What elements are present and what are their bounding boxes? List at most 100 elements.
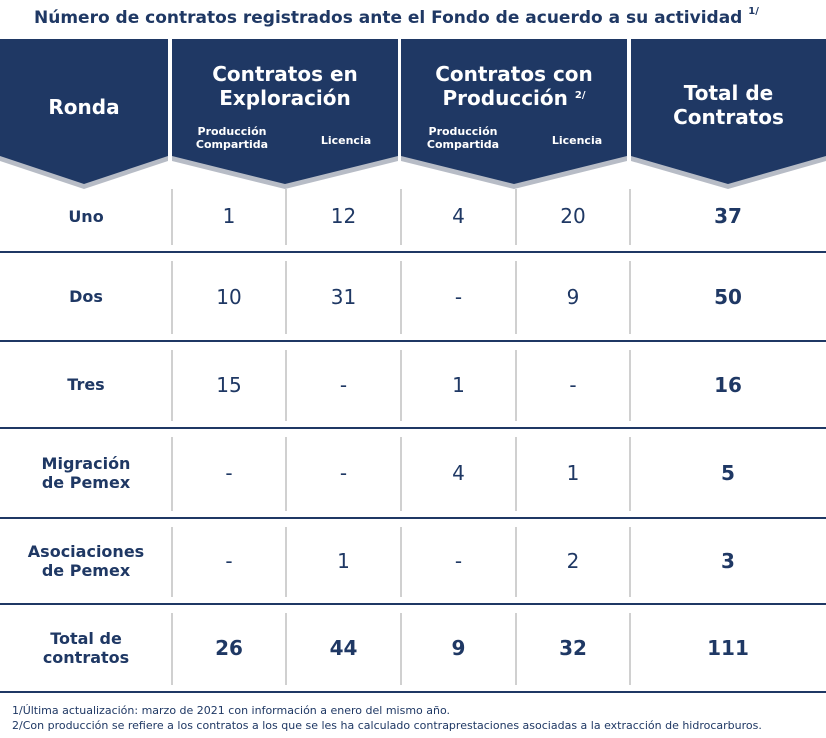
cell-exp-produccion-compartida-value: - xyxy=(225,549,233,573)
cell-prod-produccion-compartida: - xyxy=(401,252,516,341)
column-divider xyxy=(400,437,402,511)
cell-exp-licencia: - xyxy=(286,341,401,428)
cell-prod-licencia-value: - xyxy=(569,372,577,397)
row-label-line1: Dos xyxy=(69,287,103,306)
cell-exp-produccion-compartida: - xyxy=(172,518,286,604)
column-divider xyxy=(171,437,173,511)
header-produccion-shape xyxy=(401,39,627,189)
subheader-prod-pc-line1: Producción xyxy=(428,125,498,138)
cell-exp-produccion-compartida: - xyxy=(172,428,286,518)
cell-total-value: 37 xyxy=(714,204,742,228)
cell-prod-licencia: 9 xyxy=(516,252,630,341)
column-divider xyxy=(285,613,287,685)
header-total-shape xyxy=(631,39,826,189)
row-label: Uno xyxy=(0,180,172,252)
cell-total: 5 xyxy=(630,428,826,518)
row-label-line1: Migración xyxy=(41,454,131,473)
cell-exp-produccion-compartida: 10 xyxy=(172,252,286,341)
cell-exp-licencia: - xyxy=(286,428,401,518)
subheader-exp-licencia: Licencia xyxy=(320,134,372,147)
row-separator xyxy=(0,603,826,605)
column-divider xyxy=(400,261,402,334)
cell-prod-licencia-value: 32 xyxy=(559,636,587,660)
cell-total: 37 xyxy=(630,180,826,252)
header-produccion: Contratos con Producción 2/ Producción C… xyxy=(401,39,627,189)
header-produccion-footnote-ref: 2/ xyxy=(574,90,586,101)
column-divider xyxy=(629,350,631,421)
column-divider xyxy=(285,350,287,421)
column-divider xyxy=(171,189,173,245)
cell-prod-produccion-compartida-value: 9 xyxy=(451,636,466,660)
cell-prod-licencia-value: 20 xyxy=(560,204,586,228)
column-divider xyxy=(285,189,287,245)
footnote-2: 2/Con producción se refiere a los contra… xyxy=(12,719,762,732)
cell-total-value: 111 xyxy=(707,636,749,660)
subheader-exp-produccion-compartida: Producción Compartida xyxy=(172,125,292,151)
cell-total: 50 xyxy=(630,252,826,341)
header-ronda: Ronda xyxy=(0,39,168,189)
cell-exp-produccion-compartida: 26 xyxy=(172,604,286,692)
header-exploracion: Contratos en Exploración Producción Comp… xyxy=(172,39,398,189)
cell-exp-produccion-compartida-value: 1 xyxy=(222,204,236,228)
row-label: Asociaciones de Pemex xyxy=(0,518,172,604)
row-separator xyxy=(0,691,826,693)
cell-prod-produccion-compartida-value: 1 xyxy=(452,372,465,397)
cell-prod-produccion-compartida: - xyxy=(401,518,516,604)
cell-prod-licencia: - xyxy=(516,341,630,428)
cell-exp-produccion-compartida-value: 10 xyxy=(216,284,242,309)
column-divider xyxy=(515,437,517,511)
row-label: Migración de Pemex xyxy=(0,428,172,518)
cell-total-value: 16 xyxy=(714,372,742,397)
cell-prod-produccion-compartida-value: 4 xyxy=(452,461,465,485)
row-label-line2: de Pemex xyxy=(41,473,131,492)
column-divider xyxy=(285,437,287,511)
column-divider xyxy=(629,437,631,511)
footnotes: 1/Última actualización: marzo de 2021 co… xyxy=(12,703,762,733)
column-divider xyxy=(285,261,287,334)
column-divider xyxy=(629,189,631,245)
subheader-prod-licencia: Licencia xyxy=(551,134,603,147)
column-divider xyxy=(629,261,631,334)
cell-exp-licencia: 44 xyxy=(286,604,401,692)
cell-total-value: 3 xyxy=(721,549,735,573)
cell-prod-licencia: 2 xyxy=(516,518,630,604)
header-exploracion-line1: Contratos en xyxy=(212,62,358,86)
cell-exp-licencia: 1 xyxy=(286,518,401,604)
row-label-line1: Asociaciones xyxy=(27,542,145,561)
column-divider xyxy=(171,261,173,334)
cell-exp-licencia: 12 xyxy=(286,180,401,252)
cell-exp-licencia-value: 31 xyxy=(330,284,357,309)
cell-prod-produccion-compartida-value: - xyxy=(454,284,463,309)
header-produccion-line2: Producción xyxy=(442,86,568,110)
cell-exp-produccion-compartida: 15 xyxy=(172,341,286,428)
row-separator xyxy=(0,340,826,342)
column-divider xyxy=(400,189,402,245)
row-label-line2: contratos xyxy=(42,648,130,667)
header-ronda-label: Ronda xyxy=(48,95,120,119)
row-separator xyxy=(0,251,826,253)
row-label: Tres xyxy=(0,341,172,428)
cell-prod-licencia: 32 xyxy=(516,604,630,692)
header-total-line1: Total de xyxy=(683,81,774,105)
cell-exp-produccion-compartida: 1 xyxy=(172,180,286,252)
cell-prod-produccion-compartida: 9 xyxy=(401,604,516,692)
cell-prod-licencia-value: 2 xyxy=(566,549,580,573)
cell-total: 16 xyxy=(630,341,826,428)
row-label-line1: Tres xyxy=(67,375,105,394)
cell-prod-produccion-compartida: 4 xyxy=(401,428,516,518)
column-divider xyxy=(515,261,517,334)
row-separator xyxy=(0,427,826,429)
cell-exp-licencia-value: - xyxy=(339,461,348,485)
subheader-prod-produccion-compartida: Producción Compartida xyxy=(401,125,525,151)
column-divider xyxy=(629,613,631,685)
column-divider xyxy=(515,350,517,421)
cell-prod-produccion-compartida: 1 xyxy=(401,341,516,428)
column-divider xyxy=(400,350,402,421)
row-separator xyxy=(0,517,826,519)
column-divider xyxy=(285,527,287,597)
subheader-exp-pc-line1: Producción xyxy=(197,125,267,138)
footnote-1: 1/Última actualización: marzo de 2021 co… xyxy=(12,704,451,717)
row-label-line1: Total de xyxy=(50,629,122,648)
row-label-line1: Uno xyxy=(68,206,104,226)
page-title: Número de contratos registrados ante el … xyxy=(34,6,759,28)
